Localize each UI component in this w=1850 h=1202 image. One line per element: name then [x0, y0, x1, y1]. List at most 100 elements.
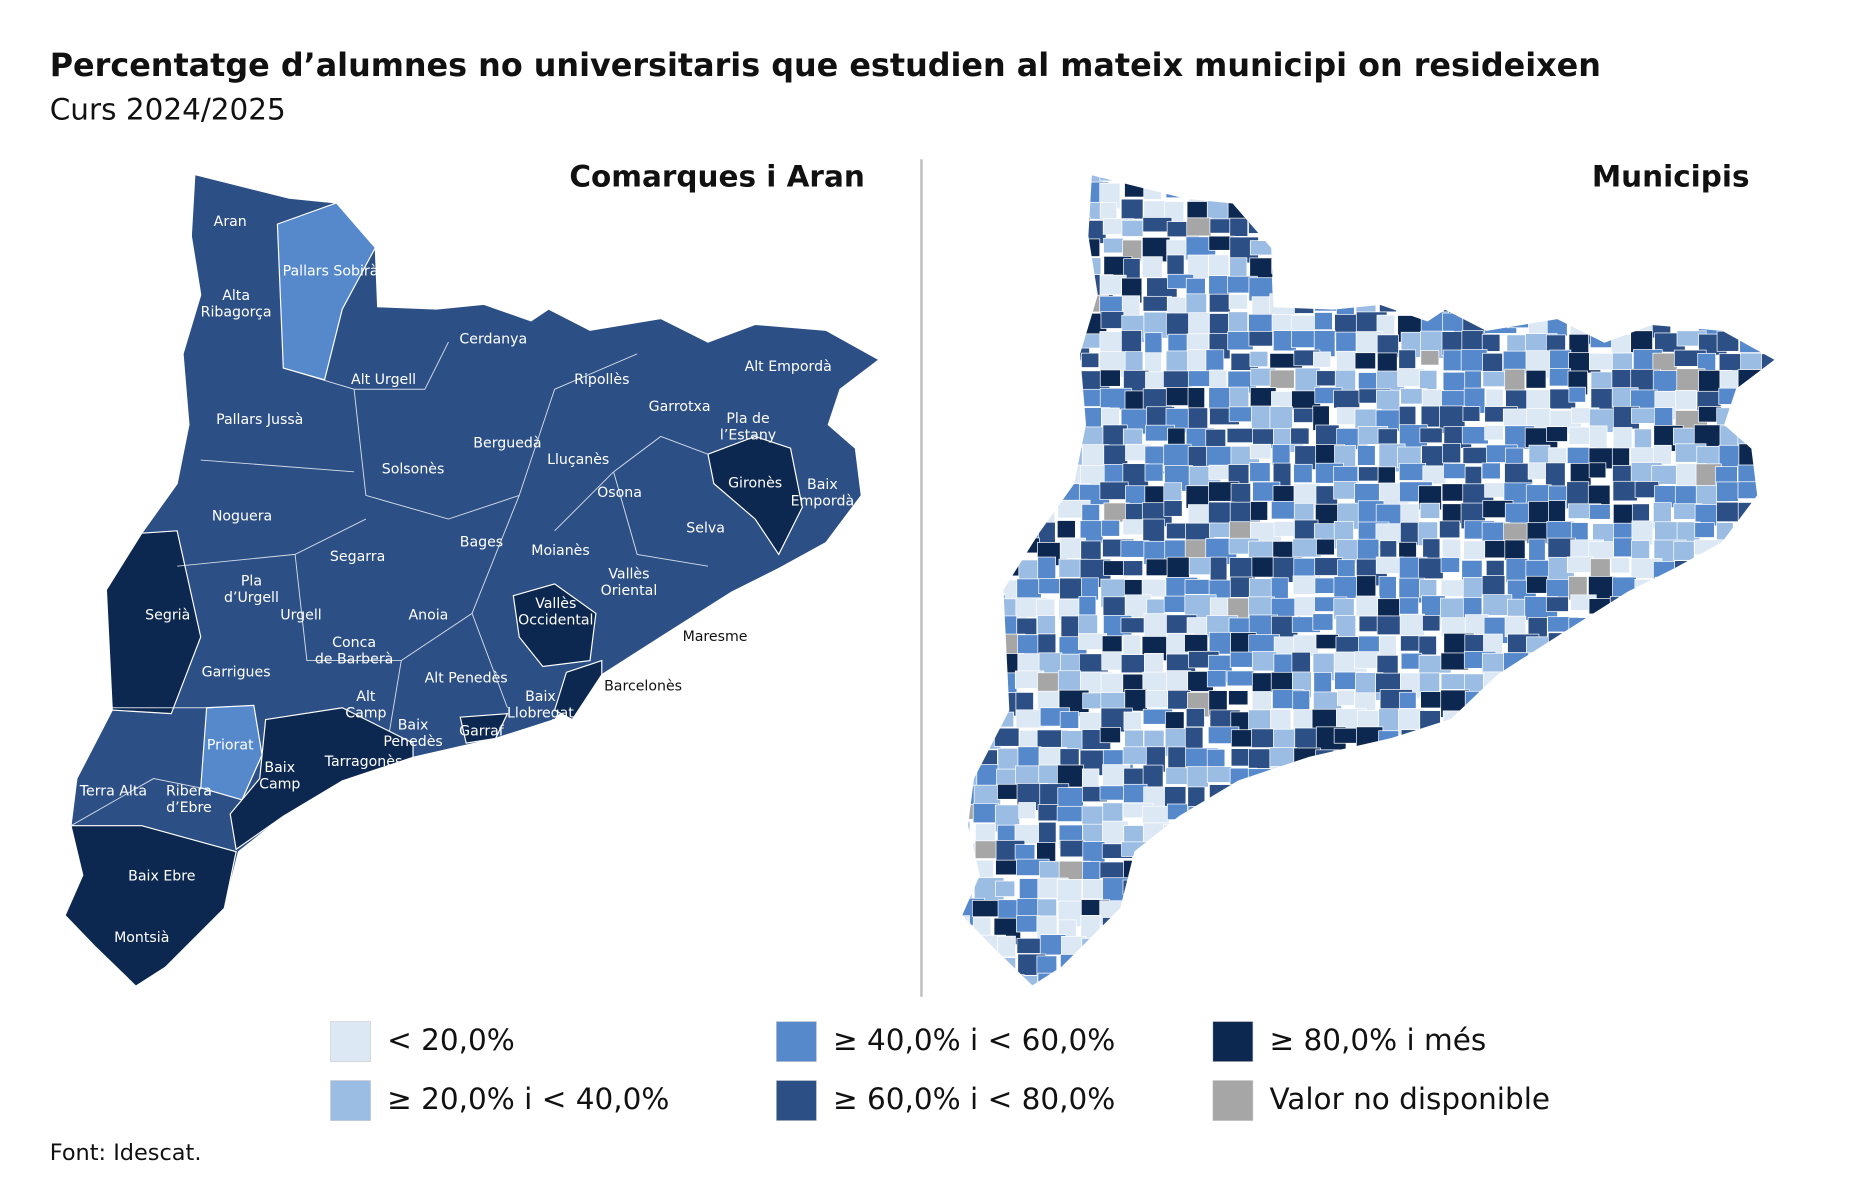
municipi: [1654, 576, 1683, 597]
municipi: [1440, 861, 1472, 889]
municipi: [1037, 481, 1063, 504]
municipi: [1248, 804, 1272, 823]
municipi: [1039, 183, 1067, 212]
municipi: [1739, 296, 1761, 326]
municipi: [1757, 746, 1776, 765]
municipi: [1737, 839, 1765, 855]
municipi: [1226, 670, 1255, 687]
municipi: [1738, 672, 1761, 701]
municipi: [1018, 292, 1044, 309]
municipi: [1315, 916, 1346, 937]
municipi: [1228, 935, 1251, 956]
municipi: [1272, 862, 1306, 879]
municipi: [1037, 804, 1059, 822]
municipi: [1208, 275, 1230, 295]
municipi: [1335, 255, 1365, 283]
municipi: [993, 198, 1017, 223]
municipi: [1376, 201, 1398, 226]
municipi: [1037, 615, 1056, 635]
municipi: [1249, 351, 1269, 368]
municipi: [1549, 783, 1581, 811]
municipi: [1611, 616, 1646, 640]
municipi: [1059, 276, 1089, 300]
municipi: [1524, 238, 1543, 265]
municipi: [1632, 594, 1655, 613]
municipi: [1737, 785, 1766, 812]
municipi: [1379, 218, 1405, 237]
municipi: [1674, 766, 1696, 790]
municipi: [1528, 174, 1554, 176]
municipi: [1440, 579, 1465, 597]
municipi: [1460, 935, 1487, 963]
municipi: [1633, 937, 1652, 954]
municipi: [1612, 480, 1638, 502]
municipi: [1503, 786, 1529, 811]
municipi: [1503, 803, 1523, 826]
municipi: [1589, 425, 1608, 450]
municipi: [1313, 236, 1344, 264]
municipi: [1060, 292, 1092, 311]
municipi: [1354, 651, 1379, 669]
municipi: [1462, 879, 1483, 905]
municipi: [1591, 841, 1623, 870]
municipi: [1167, 746, 1187, 771]
municipi: [1654, 822, 1679, 845]
municipi: [1123, 897, 1155, 925]
municipi: [1569, 840, 1589, 865]
municipi: [1567, 859, 1588, 882]
municipi: [1081, 352, 1100, 368]
municipi: [1525, 369, 1547, 389]
municipi: [1337, 689, 1355, 706]
municipi: [1250, 879, 1278, 904]
municipi: [1356, 975, 1388, 987]
municipi: [1547, 897, 1571, 915]
municipi: [1016, 386, 1047, 415]
municipi: [1443, 220, 1473, 243]
municipi: [973, 179, 1006, 207]
municipi: [1336, 182, 1370, 209]
municipi: [1673, 275, 1704, 293]
municipi: [1103, 973, 1133, 987]
municipi: [1526, 296, 1550, 314]
municipi: [1185, 957, 1208, 985]
municipi: [1634, 975, 1654, 987]
municipi: [1673, 878, 1708, 900]
municipi: [1570, 877, 1604, 896]
municipi: [1654, 880, 1685, 907]
municipi: [1589, 504, 1611, 520]
municipi: [995, 559, 1022, 577]
municipi: [1334, 174, 1355, 186]
municipi: [1332, 900, 1361, 929]
municipi: [1418, 860, 1450, 879]
municipi: [961, 859, 977, 876]
legend-swatch: [1212, 1021, 1254, 1062]
municipi: [994, 348, 1014, 376]
municipi: [1547, 691, 1568, 712]
municipi: [1270, 937, 1299, 958]
municipi: [1230, 785, 1256, 814]
municipi: [1761, 504, 1776, 528]
municipi: [1609, 596, 1628, 625]
municipi: [1545, 749, 1563, 774]
municipi: [1273, 824, 1297, 841]
municipi: [1102, 993, 1134, 1011]
municipi: [1504, 368, 1526, 393]
municipi: [1401, 217, 1421, 244]
municipi: [1038, 199, 1068, 224]
municipi: [1611, 255, 1638, 276]
municipi: [1377, 918, 1402, 941]
municipi: [1273, 971, 1294, 987]
municipi: [1419, 710, 1441, 732]
municipi: [1758, 389, 1776, 406]
municipi: [1017, 464, 1049, 483]
municipi: [1502, 937, 1529, 964]
municipi: [1207, 993, 1232, 1013]
municipi: [1123, 711, 1142, 730]
municipi: [996, 995, 1023, 1017]
municipi: [1120, 198, 1144, 220]
municipi: [1185, 293, 1207, 314]
municipi: [1759, 896, 1776, 925]
municipi: [1187, 174, 1212, 182]
legend-label: ≥ 40,0% i < 60,0%: [833, 1023, 1115, 1057]
municipi: [1762, 446, 1776, 470]
